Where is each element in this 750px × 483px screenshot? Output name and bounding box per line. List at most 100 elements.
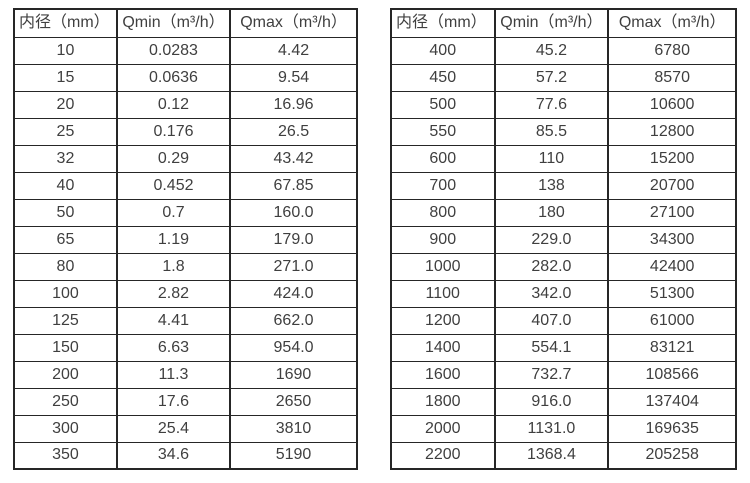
cell-diameter: 40 bbox=[13, 171, 118, 200]
cell-qmin: 110 bbox=[493, 144, 610, 173]
cell-qmin: 407.0 bbox=[493, 306, 610, 335]
cell-diameter: 1200 bbox=[390, 306, 496, 335]
cell-diameter: 250 bbox=[13, 387, 118, 416]
cell-qmax: 2650 bbox=[229, 387, 358, 416]
cell-diameter: 2200 bbox=[390, 441, 496, 470]
cell-qmin: 554.1 bbox=[493, 333, 610, 362]
cell-qmin: 342.0 bbox=[493, 279, 610, 308]
table-row: 300 25.4 3810 bbox=[13, 414, 358, 443]
cell-qmax: 3810 bbox=[229, 414, 358, 443]
cell-diameter: 50 bbox=[13, 198, 118, 227]
cell-qmin: 916.0 bbox=[493, 387, 610, 416]
flow-table-large-diameters: 内径（mm） Qmin（m³/h） Qmax（m³/h） 400 45.2 6780… bbox=[390, 8, 737, 470]
cell-diameter: 20 bbox=[13, 90, 118, 119]
table-row: 1200 407.0 61000 bbox=[390, 306, 737, 335]
cell-qmin: 1.19 bbox=[115, 225, 232, 254]
table-row: 100 2.82 424.0 bbox=[13, 279, 358, 308]
cell-qmax: 16.96 bbox=[229, 90, 358, 119]
cell-qmax: 9.54 bbox=[229, 63, 358, 92]
cell-qmax: 5190 bbox=[229, 441, 358, 470]
cell-qmax: 205258 bbox=[607, 441, 737, 470]
cell-diameter: 550 bbox=[390, 117, 496, 146]
cell-qmin: 1.8 bbox=[115, 252, 232, 281]
cell-diameter: 32 bbox=[13, 144, 118, 173]
table-row: 40 0.452 67.85 bbox=[13, 171, 358, 200]
table-row: 2000 1131.0 169635 bbox=[390, 414, 737, 443]
cell-qmax: 108566 bbox=[607, 360, 737, 389]
table-row: 1100 342.0 51300 bbox=[390, 279, 737, 308]
cell-diameter: 1400 bbox=[390, 333, 496, 362]
cell-qmax: 83121 bbox=[607, 333, 737, 362]
cell-diameter: 2000 bbox=[390, 414, 496, 443]
cell-diameter: 200 bbox=[13, 360, 118, 389]
header-qmin: Qmin（m³/h） bbox=[493, 8, 610, 38]
cell-diameter: 600 bbox=[390, 144, 496, 173]
cell-qmin: 25.4 bbox=[115, 414, 232, 443]
table-row: 10 0.0283 4.42 bbox=[13, 36, 358, 65]
table-row: 80 1.8 271.0 bbox=[13, 252, 358, 281]
cell-diameter: 800 bbox=[390, 198, 496, 227]
header-row: 内径（mm） Qmin（m³/h） Qmax（m³/h） bbox=[13, 8, 358, 38]
cell-diameter: 1100 bbox=[390, 279, 496, 308]
table-row: 50 0.7 160.0 bbox=[13, 198, 358, 227]
cell-qmin: 732.7 bbox=[493, 360, 610, 389]
cell-diameter: 350 bbox=[13, 441, 118, 470]
header-diameter: 内径（mm） bbox=[390, 8, 496, 38]
cell-diameter: 125 bbox=[13, 306, 118, 335]
cell-qmax: 43.42 bbox=[229, 144, 358, 173]
cell-qmax: 179.0 bbox=[229, 225, 358, 254]
cell-qmax: 137404 bbox=[607, 387, 737, 416]
cell-diameter: 300 bbox=[13, 414, 118, 443]
cell-qmax: 662.0 bbox=[229, 306, 358, 335]
cell-qmax: 424.0 bbox=[229, 279, 358, 308]
cell-qmax: 15200 bbox=[607, 144, 737, 173]
table-row: 600 110 15200 bbox=[390, 144, 737, 173]
cell-qmax: 27100 bbox=[607, 198, 737, 227]
cell-diameter: 900 bbox=[390, 225, 496, 254]
table-row: 1800 916.0 137404 bbox=[390, 387, 737, 416]
table-row: 400 45.2 6780 bbox=[390, 36, 737, 65]
cell-qmax: 34300 bbox=[607, 225, 737, 254]
cell-qmax: 10600 bbox=[607, 90, 737, 119]
table-row: 350 34.6 5190 bbox=[13, 441, 358, 470]
cell-qmax: 61000 bbox=[607, 306, 737, 335]
cell-qmin: 11.3 bbox=[115, 360, 232, 389]
cell-diameter: 1000 bbox=[390, 252, 496, 281]
table-row: 1600 732.7 108566 bbox=[390, 360, 737, 389]
cell-diameter: 450 bbox=[390, 63, 496, 92]
table-row: 900 229.0 34300 bbox=[390, 225, 737, 254]
cell-diameter: 1800 bbox=[390, 387, 496, 416]
cell-diameter: 15 bbox=[13, 63, 118, 92]
cell-qmax: 169635 bbox=[607, 414, 737, 443]
table-row: 25 0.176 26.5 bbox=[13, 117, 358, 146]
cell-qmin: 1368.4 bbox=[493, 441, 610, 470]
cell-qmin: 4.41 bbox=[115, 306, 232, 335]
cell-qmin: 77.6 bbox=[493, 90, 610, 119]
cell-diameter: 700 bbox=[390, 171, 496, 200]
table-row: 500 77.6 10600 bbox=[390, 90, 737, 119]
flow-table-small-diameters: 内径（mm） Qmin（m³/h） Qmax（m³/h） 10 0.0283 4.4… bbox=[13, 8, 358, 470]
header-row: 内径（mm） Qmin（m³/h） Qmax（m³/h） bbox=[390, 8, 737, 38]
header-qmin: Qmin（m³/h） bbox=[115, 8, 232, 38]
cell-diameter: 500 bbox=[390, 90, 496, 119]
cell-qmin: 57.2 bbox=[493, 63, 610, 92]
cell-diameter: 80 bbox=[13, 252, 118, 281]
cell-qmin: 0.0283 bbox=[115, 36, 232, 65]
cell-diameter: 100 bbox=[13, 279, 118, 308]
cell-qmin: 0.176 bbox=[115, 117, 232, 146]
cell-qmin: 17.6 bbox=[115, 387, 232, 416]
cell-qmax: 6780 bbox=[607, 36, 737, 65]
cell-qmax: 160.0 bbox=[229, 198, 358, 227]
cell-qmin: 0.0636 bbox=[115, 63, 232, 92]
table-row: 550 85.5 12800 bbox=[390, 117, 737, 146]
cell-qmax: 954.0 bbox=[229, 333, 358, 362]
table-row: 200 11.3 1690 bbox=[13, 360, 358, 389]
cell-qmin: 138 bbox=[493, 171, 610, 200]
cell-diameter: 25 bbox=[13, 117, 118, 146]
table-row: 150 6.63 954.0 bbox=[13, 333, 358, 362]
table-row: 15 0.0636 9.54 bbox=[13, 63, 358, 92]
cell-qmax: 271.0 bbox=[229, 252, 358, 281]
table-row: 2200 1368.4 205258 bbox=[390, 441, 737, 470]
header-qmax: Qmax（m³/h） bbox=[607, 8, 737, 38]
